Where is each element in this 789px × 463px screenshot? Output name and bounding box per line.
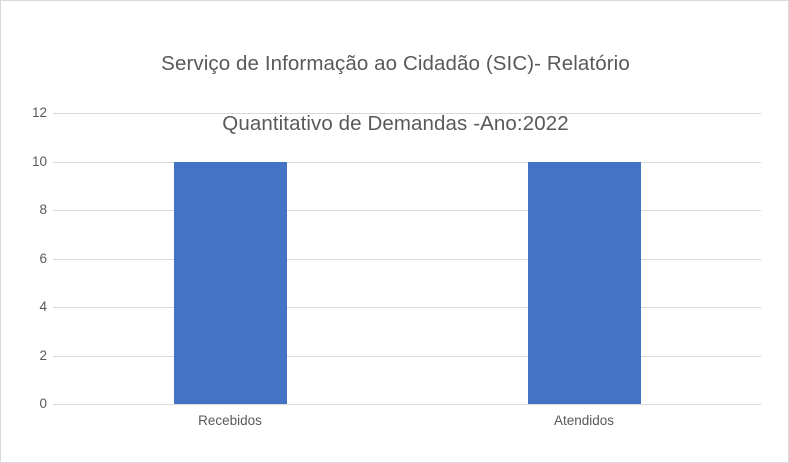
plot-area: [53, 113, 761, 405]
bar[interactable]: [173, 161, 287, 404]
x-axis-tick-label: Recebidos: [198, 413, 262, 428]
x-axis-tick-label: Atendidos: [553, 413, 615, 428]
y-axis-tick-label: 0: [39, 396, 47, 411]
chart-title-line-1: Serviço de Informação ao Cidadão (SIC)- …: [161, 52, 630, 75]
y-axis-tick-label: 12: [31, 105, 47, 120]
gridline: [53, 210, 761, 211]
y-axis-tick-label: 6: [39, 250, 47, 266]
bar[interactable]: [527, 161, 641, 404]
bars-layer: [53, 113, 761, 404]
axis-baseline: [53, 404, 761, 405]
gridline: [53, 355, 761, 357]
chart-title-line-2: Quantitativo de Demandas -Ano:2022: [222, 112, 569, 135]
y-axis-tick-label: 4: [39, 299, 47, 314]
x-axis: Recebidos Atendidos: [53, 411, 761, 437]
gridline: [53, 258, 761, 260]
gridline: [53, 113, 761, 114]
y-axis-tick-label: 2: [39, 347, 47, 363]
y-axis-tick-label: 8: [39, 202, 47, 217]
y-axis-tick-label: 10: [31, 153, 47, 169]
chart-title: Serviço de Informação ao Cidadão (SIC)- …: [1, 19, 788, 139]
gridline: [53, 307, 761, 308]
gridline: [53, 161, 761, 163]
